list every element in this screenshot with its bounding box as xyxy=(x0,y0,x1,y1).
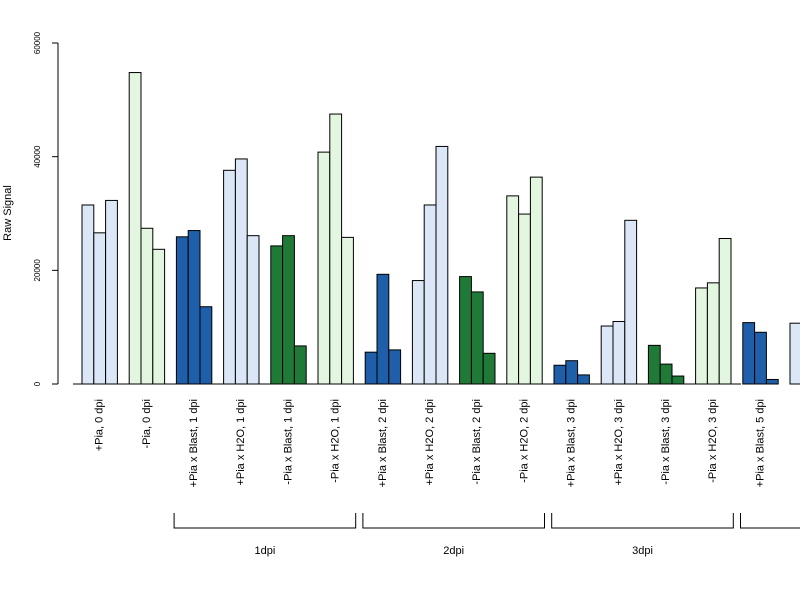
x-tick-label: +Pia x H2O, 1 dpi xyxy=(235,399,247,486)
bar xyxy=(105,199,118,385)
bar xyxy=(553,364,567,385)
bar xyxy=(128,72,142,385)
bar xyxy=(93,232,107,385)
x-tick-labels: +Pia, 0 dpi -Pia, 0 dpi +Pia x Blast, 1 dp… xyxy=(94,399,767,487)
bar xyxy=(742,322,756,385)
bar xyxy=(329,113,343,385)
timepoint-bracket xyxy=(551,513,734,529)
bar xyxy=(293,345,307,385)
timepoint-bracket xyxy=(362,513,545,529)
x-tick-label: -Pia x H2O, 2 dpi xyxy=(518,399,530,483)
bar xyxy=(647,344,661,385)
x-tick-label: -Pia x H2O, 3 dpi xyxy=(707,399,719,483)
x-tick-label: -Pia x Blast, 1 dpi xyxy=(282,399,294,485)
bar xyxy=(577,374,590,385)
bar xyxy=(718,238,732,385)
x-tick-label: +Pia x Blast, 1 dpi xyxy=(188,399,200,487)
x-tick-label: +Pia x Blast, 3 dpi xyxy=(566,399,578,487)
bar xyxy=(175,236,189,385)
bar xyxy=(482,352,496,385)
bar xyxy=(423,204,437,385)
bar xyxy=(754,331,767,385)
bar xyxy=(518,213,531,385)
y-tick-label: 0 xyxy=(33,381,42,386)
bars xyxy=(81,72,800,385)
x-tick-label: -Pia x H2O, 1 dpi xyxy=(330,399,342,483)
bar xyxy=(234,158,248,385)
y-tick-label: 40000 xyxy=(33,145,42,168)
bar xyxy=(659,363,673,385)
bar xyxy=(152,248,166,385)
bar xyxy=(706,282,720,385)
y-axis-label: Raw Signal xyxy=(2,185,14,241)
y-tick-label: 60000 xyxy=(33,31,42,54)
bar xyxy=(565,360,579,385)
bar xyxy=(376,273,390,385)
bar xyxy=(223,169,236,385)
bar xyxy=(789,322,800,385)
bar xyxy=(140,227,154,385)
bar xyxy=(282,235,295,385)
x-tick-label: +Pia, 0 dpi xyxy=(94,399,106,451)
bar xyxy=(459,276,472,385)
timepoint-label: 1dpi xyxy=(255,545,276,557)
bar xyxy=(435,145,449,385)
timepoint-label: 2dpi xyxy=(443,545,464,557)
bar xyxy=(341,236,354,385)
bar xyxy=(506,195,520,385)
timepoint-brackets: 1dpi2dpi3dpi5dpi xyxy=(173,513,800,557)
bar xyxy=(199,306,213,385)
x-tick-label: -Pia x Blast, 2 dpi xyxy=(471,399,483,485)
bar xyxy=(612,320,626,385)
x-tick-label: +Pia x Blast, 5 dpi xyxy=(754,399,766,487)
bar xyxy=(187,230,201,385)
bar xyxy=(364,351,378,385)
x-tick-label: +Pia x H2O, 2 dpi xyxy=(424,399,436,486)
bar xyxy=(671,375,685,385)
timepoint-bracket xyxy=(173,513,357,529)
x-tick-label: +Pia x H2O, 3 dpi xyxy=(613,399,625,486)
x-tick-label: +Pia x Blast, 2 dpi xyxy=(377,399,389,487)
x-tick-label: -Pia, 0 dpi xyxy=(141,399,153,449)
bar xyxy=(81,204,95,385)
bar xyxy=(411,280,425,385)
timepoint-bracket xyxy=(740,513,800,529)
bar xyxy=(470,291,484,385)
y-tick-label: 20000 xyxy=(33,259,42,282)
bar xyxy=(624,219,638,385)
timepoint-label: 3dpi xyxy=(632,545,653,557)
bar xyxy=(765,378,779,385)
bar xyxy=(388,349,402,385)
x-tick-label: -Pia x Blast, 3 dpi xyxy=(660,399,672,485)
bar xyxy=(246,235,260,385)
bar xyxy=(529,176,543,385)
bar xyxy=(317,151,331,385)
bar xyxy=(600,325,614,385)
y-axis: 0 20000 40000 60000 xyxy=(33,31,59,386)
bar xyxy=(695,287,708,385)
bar xyxy=(270,245,284,385)
